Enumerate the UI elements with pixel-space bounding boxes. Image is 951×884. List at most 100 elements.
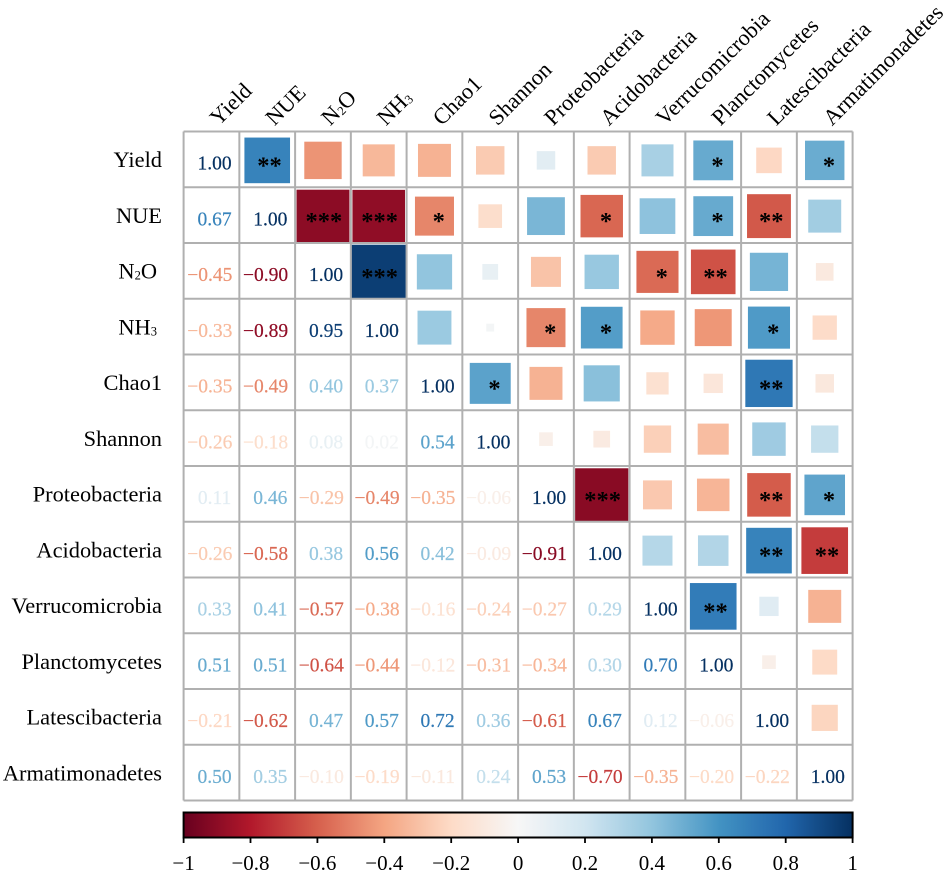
svg-text:−0.35: −0.35	[410, 488, 455, 509]
svg-text:***: ***	[306, 208, 343, 235]
svg-text:0.51: 0.51	[198, 655, 232, 676]
svg-text:−0.44: −0.44	[354, 655, 399, 676]
svg-text:−0.10: −0.10	[299, 767, 344, 788]
svg-text:***: ***	[584, 487, 621, 514]
svg-text:*: *	[600, 208, 612, 235]
svg-text:0.38: 0.38	[309, 544, 343, 565]
svg-text:0.02: 0.02	[365, 432, 399, 453]
svg-text:−0.57: −0.57	[299, 600, 344, 621]
svg-text:−0.91: −0.91	[522, 544, 567, 565]
svg-text:Planctomycetes: Planctomycetes	[21, 649, 162, 674]
svg-text:0.8: 0.8	[773, 851, 799, 875]
svg-text:Verrucomicrobia: Verrucomicrobia	[12, 593, 163, 618]
svg-text:0: 0	[513, 851, 524, 875]
svg-text:0.36: 0.36	[476, 711, 510, 732]
svg-text:−0.35: −0.35	[633, 767, 678, 788]
svg-text:−0.45: −0.45	[187, 265, 232, 286]
svg-text:0.41: 0.41	[253, 600, 287, 621]
svg-text:Chao1: Chao1	[104, 370, 162, 395]
svg-text:−0.29: −0.29	[299, 488, 344, 509]
svg-text:*: *	[823, 487, 835, 514]
svg-text:−0.06: −0.06	[466, 488, 511, 509]
svg-text:**: **	[759, 487, 784, 514]
svg-text:−0.21: −0.21	[187, 711, 232, 732]
svg-text:*: *	[767, 320, 779, 347]
svg-text:**: **	[703, 264, 728, 291]
svg-text:0.42: 0.42	[421, 544, 455, 565]
svg-text:−0.34: −0.34	[522, 655, 567, 676]
svg-text:0.35: 0.35	[253, 767, 287, 788]
svg-text:0.51: 0.51	[253, 655, 287, 676]
svg-text:−0.19: −0.19	[354, 767, 399, 788]
svg-text:*: *	[600, 320, 612, 347]
svg-text:0.72: 0.72	[421, 711, 455, 732]
svg-text:*: *	[544, 320, 556, 347]
svg-text:0.11: 0.11	[198, 488, 231, 509]
svg-text:1.00: 1.00	[309, 265, 343, 286]
svg-text:0.12: 0.12	[644, 711, 678, 732]
svg-text:Armatimonadetes: Armatimonadetes	[3, 760, 162, 785]
svg-text:NUE: NUE	[116, 203, 162, 228]
svg-text:−0.22: −0.22	[745, 767, 790, 788]
svg-text:1.00: 1.00	[253, 209, 287, 230]
svg-text:1: 1	[847, 851, 858, 875]
svg-text:1.00: 1.00	[421, 377, 455, 398]
svg-text:−0.24: −0.24	[466, 600, 511, 621]
svg-text:0.46: 0.46	[253, 488, 287, 509]
svg-text:0.54: 0.54	[421, 432, 455, 453]
svg-text:−1: −1	[172, 851, 194, 875]
svg-text:Acidobacteria: Acidobacteria	[36, 537, 162, 562]
svg-text:0.08: 0.08	[309, 432, 343, 453]
svg-text:−0.16: −0.16	[410, 600, 455, 621]
svg-text:**: **	[815, 543, 840, 570]
svg-text:−0.20: −0.20	[689, 767, 734, 788]
svg-text:−0.89: −0.89	[243, 321, 288, 342]
svg-text:1.00: 1.00	[755, 711, 789, 732]
svg-text:*: *	[433, 208, 445, 235]
svg-text:0.4: 0.4	[639, 851, 666, 875]
svg-text:0.2: 0.2	[572, 851, 598, 875]
svg-text:1.00: 1.00	[532, 488, 566, 509]
svg-text:−0.4: −0.4	[365, 851, 404, 875]
svg-text:0.37: 0.37	[365, 377, 399, 398]
svg-text:−0.09: −0.09	[466, 544, 511, 565]
svg-text:***: ***	[361, 264, 398, 291]
svg-text:−0.18: −0.18	[243, 432, 288, 453]
svg-text:−0.58: −0.58	[243, 544, 288, 565]
svg-text:1.00: 1.00	[588, 544, 622, 565]
svg-text:*: *	[711, 208, 723, 235]
svg-text:0.67: 0.67	[198, 209, 232, 230]
svg-text:−0.90: −0.90	[243, 265, 288, 286]
svg-text:−0.62: −0.62	[243, 711, 288, 732]
svg-text:0.56: 0.56	[365, 544, 399, 565]
svg-text:1.00: 1.00	[644, 600, 678, 621]
svg-text:***: ***	[361, 208, 398, 235]
svg-text:0.47: 0.47	[309, 711, 343, 732]
svg-text:0.50: 0.50	[198, 767, 232, 788]
svg-text:−0.49: −0.49	[354, 488, 399, 509]
svg-text:0.24: 0.24	[476, 767, 510, 788]
svg-text:−0.26: −0.26	[187, 432, 232, 453]
svg-text:1.00: 1.00	[365, 321, 399, 342]
svg-text:−0.11: −0.11	[411, 767, 455, 788]
svg-text:0.29: 0.29	[588, 600, 622, 621]
svg-text:0.70: 0.70	[644, 655, 678, 676]
svg-text:0.33: 0.33	[198, 600, 232, 621]
svg-text:−0.27: −0.27	[522, 600, 567, 621]
svg-text:0.67: 0.67	[588, 711, 622, 732]
svg-text:**: **	[257, 152, 282, 179]
svg-text:−0.2: −0.2	[432, 851, 470, 875]
svg-text:−0.31: −0.31	[466, 655, 511, 676]
svg-text:−0.06: −0.06	[689, 711, 734, 732]
svg-text:1.00: 1.00	[476, 432, 510, 453]
svg-text:Latescibacteria: Latescibacteria	[27, 705, 163, 730]
svg-text:−0.38: −0.38	[354, 600, 399, 621]
svg-text:−0.8: −0.8	[231, 851, 269, 875]
svg-text:−0.33: −0.33	[187, 321, 232, 342]
svg-text:−0.64: −0.64	[299, 655, 344, 676]
svg-text:−0.49: −0.49	[243, 377, 288, 398]
svg-text:0.57: 0.57	[365, 711, 399, 732]
svg-text:−0.70: −0.70	[577, 767, 622, 788]
svg-text:0.53: 0.53	[532, 767, 566, 788]
svg-text:−0.61: −0.61	[522, 711, 567, 732]
